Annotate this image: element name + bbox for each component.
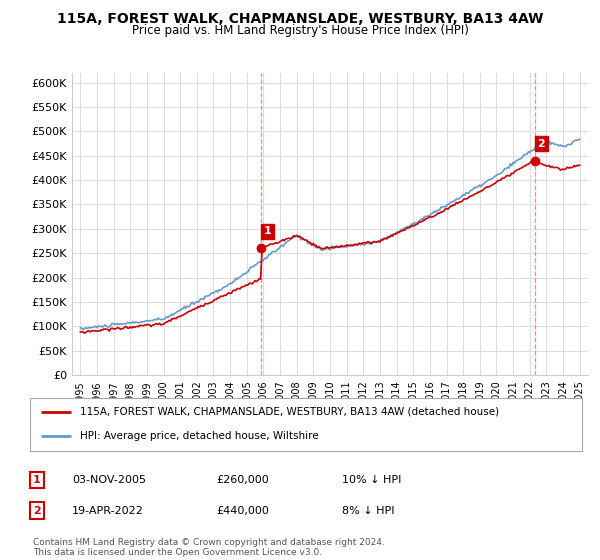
Text: £440,000: £440,000 (216, 506, 269, 516)
Text: Price paid vs. HM Land Registry's House Price Index (HPI): Price paid vs. HM Land Registry's House … (131, 24, 469, 37)
Text: 1: 1 (33, 475, 41, 485)
Text: 8% ↓ HPI: 8% ↓ HPI (342, 506, 395, 516)
Text: 19-APR-2022: 19-APR-2022 (72, 506, 144, 516)
Text: 2: 2 (33, 506, 41, 516)
Text: HPI: Average price, detached house, Wiltshire: HPI: Average price, detached house, Wilt… (80, 431, 319, 441)
Text: 10% ↓ HPI: 10% ↓ HPI (342, 475, 401, 485)
Text: 2: 2 (538, 138, 545, 148)
Text: 115A, FOREST WALK, CHAPMANSLADE, WESTBURY, BA13 4AW: 115A, FOREST WALK, CHAPMANSLADE, WESTBUR… (57, 12, 543, 26)
Text: 1: 1 (263, 226, 271, 236)
Text: £260,000: £260,000 (216, 475, 269, 485)
Text: Contains HM Land Registry data © Crown copyright and database right 2024.
This d: Contains HM Land Registry data © Crown c… (33, 538, 385, 557)
Text: 115A, FOREST WALK, CHAPMANSLADE, WESTBURY, BA13 4AW (detached house): 115A, FOREST WALK, CHAPMANSLADE, WESTBUR… (80, 407, 499, 417)
Text: 03-NOV-2005: 03-NOV-2005 (72, 475, 146, 485)
